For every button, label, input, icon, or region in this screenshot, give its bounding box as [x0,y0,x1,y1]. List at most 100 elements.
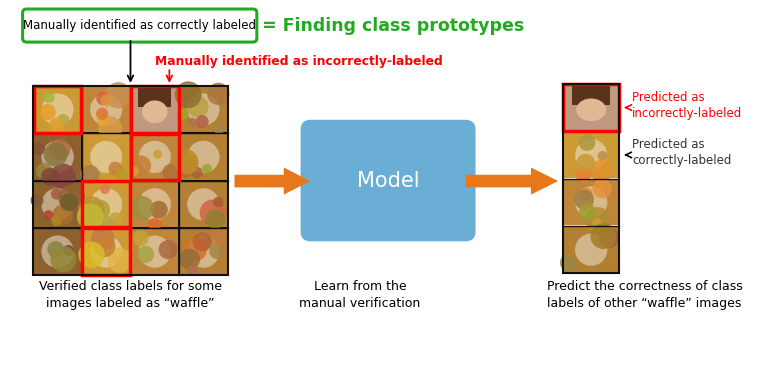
Circle shape [202,236,214,248]
Circle shape [175,81,202,108]
Circle shape [94,235,115,257]
Bar [564,180,618,225]
Circle shape [132,230,149,246]
Text: Manually identified as correctly labeled: Manually identified as correctly labeled [23,19,257,32]
Circle shape [187,96,208,117]
Circle shape [129,196,154,221]
Circle shape [78,196,104,223]
Circle shape [196,115,209,128]
Circle shape [575,234,607,266]
Circle shape [162,164,180,181]
Bar [180,134,227,180]
Circle shape [178,109,189,119]
Bar [564,85,618,130]
Circle shape [591,223,617,249]
Circle shape [91,141,122,173]
Circle shape [139,188,170,220]
Bar [82,228,130,275]
Circle shape [51,164,76,189]
Text: Predict the correctness of class
labels of other “waffle” images: Predict the correctness of class labels … [547,280,743,310]
Bar [131,87,178,132]
Circle shape [91,227,114,250]
Circle shape [115,168,128,181]
Circle shape [108,248,132,273]
Text: Verified class labels for some
images labeled as “waffle”: Verified class labels for some images la… [39,280,222,310]
Bar [564,132,618,178]
Circle shape [44,142,68,167]
Bar [131,134,179,180]
Circle shape [78,242,105,268]
Circle shape [213,197,223,208]
Circle shape [187,94,220,126]
Circle shape [592,218,602,228]
Text: Predicted as
correctly-labeled: Predicted as correctly-labeled [632,138,731,168]
Circle shape [49,117,65,133]
Bar [33,86,227,275]
Circle shape [575,139,607,171]
FancyBboxPatch shape [300,120,475,241]
Bar [131,182,178,227]
Circle shape [579,135,595,151]
Circle shape [100,184,110,194]
Circle shape [180,167,190,178]
Bar [564,84,619,131]
Circle shape [579,203,596,221]
Bar [180,182,227,227]
Circle shape [105,82,131,108]
Circle shape [599,228,620,248]
Bar [572,85,611,105]
Bar [131,86,179,133]
Circle shape [41,188,74,220]
Circle shape [44,210,53,220]
Circle shape [108,161,122,175]
Circle shape [150,201,167,219]
Circle shape [205,209,225,229]
Circle shape [575,186,607,218]
Circle shape [31,194,44,207]
Text: Manually identified as incorrectly-labeled: Manually identified as incorrectly-label… [155,55,442,68]
Bar [131,87,178,132]
Circle shape [49,139,71,160]
Circle shape [41,168,59,186]
Circle shape [209,228,226,245]
Circle shape [200,199,226,226]
Circle shape [48,241,65,258]
Bar [180,87,227,132]
Text: Learn from the
manual verification: Learn from the manual verification [300,280,421,310]
Ellipse shape [576,98,606,121]
Circle shape [560,254,577,271]
Circle shape [97,114,109,126]
Circle shape [63,245,74,256]
Circle shape [174,149,198,174]
Circle shape [188,117,197,126]
Bar [180,229,227,274]
Circle shape [81,165,100,184]
Circle shape [187,141,220,173]
Circle shape [137,246,154,263]
Circle shape [96,92,110,105]
Circle shape [574,190,594,209]
Circle shape [57,114,69,127]
Bar [35,87,81,132]
Bar [83,182,130,227]
Circle shape [51,188,62,199]
Bar [35,229,81,274]
Circle shape [180,249,200,269]
Bar [34,86,81,133]
Circle shape [40,104,56,120]
Circle shape [207,83,230,105]
Circle shape [109,212,123,226]
Circle shape [96,108,108,120]
Bar [131,134,178,180]
Bar [33,86,227,275]
Circle shape [590,160,613,182]
Circle shape [32,142,45,155]
Bar [83,87,130,132]
Circle shape [187,236,220,268]
Circle shape [580,187,592,200]
Circle shape [182,237,207,262]
Bar [563,84,619,273]
Circle shape [158,240,177,259]
Circle shape [191,167,203,179]
Circle shape [187,188,220,220]
